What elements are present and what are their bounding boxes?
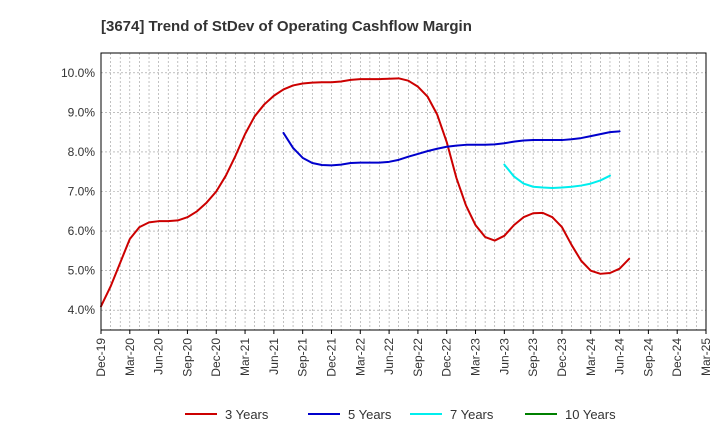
series-line-3-years [100, 77, 631, 308]
chart-title: [3674] Trend of StDev of Operating Cashf… [101, 18, 472, 35]
x-tick-label: Jun-22 [382, 338, 396, 375]
y-tick-label: 4.0% [68, 303, 96, 317]
x-tick-label: Dec-19 [94, 338, 108, 377]
y-tick-label: 9.0% [68, 105, 96, 119]
x-tick-label: Jun-21 [267, 338, 281, 375]
y-tick-label: 7.0% [68, 185, 96, 199]
y-tick-label: 10.0% [61, 66, 95, 80]
x-tick-label: Mar-24 [584, 338, 598, 376]
series-lines [100, 77, 631, 308]
y-tick-label: 5.0% [68, 264, 96, 278]
x-tick-label: Dec-20 [209, 338, 223, 377]
x-tick-label: Mar-23 [469, 338, 483, 376]
legend-label: 3 Years [225, 407, 269, 422]
plot-area [100, 52, 707, 331]
legend-label: 7 Years [450, 407, 494, 422]
x-tick-label: Sep-21 [296, 338, 310, 377]
x-tick-label: Dec-23 [555, 338, 569, 377]
y-axis: 4.0% 5.0% 6.0% 7.0% 8.0% 9.0% 10.0% [61, 66, 95, 317]
plot-frame [100, 52, 707, 331]
x-tick-label: Mar-21 [238, 338, 252, 376]
legend-label: 5 Years [348, 407, 392, 422]
grid [101, 53, 706, 330]
x-tick-label: Mar-25 [699, 338, 713, 376]
x-tick-label: Mar-20 [123, 338, 137, 376]
y-tick-label: 8.0% [68, 145, 96, 159]
x-tick-label: Sep-23 [526, 338, 540, 377]
series-line-5-years [282, 130, 621, 167]
x-tick-label: Dec-22 [440, 338, 454, 377]
y-tick-label: 6.0% [68, 224, 96, 238]
x-tick-label: Mar-22 [353, 338, 367, 376]
x-tick-label: Jun-23 [497, 338, 511, 375]
x-axis: Dec-19 Mar-20 Jun-20 Sep-20 Dec-20 Mar-21 Jun-… [94, 330, 713, 377]
legend: 3 Years 5 Years 7 Years 10 Years [185, 407, 616, 422]
x-tick-label: Jun-20 [152, 338, 166, 375]
series-line-7-years [503, 163, 611, 189]
x-tick-label: Dec-21 [324, 338, 338, 377]
x-tick-label: Jun-24 [613, 338, 627, 375]
x-tick-label: Sep-22 [411, 338, 425, 377]
x-tick-label: Sep-24 [641, 338, 655, 377]
x-tick-label: Dec-24 [670, 338, 684, 377]
x-tick-label: Sep-20 [180, 338, 194, 377]
legend-label: 10 Years [565, 407, 616, 422]
